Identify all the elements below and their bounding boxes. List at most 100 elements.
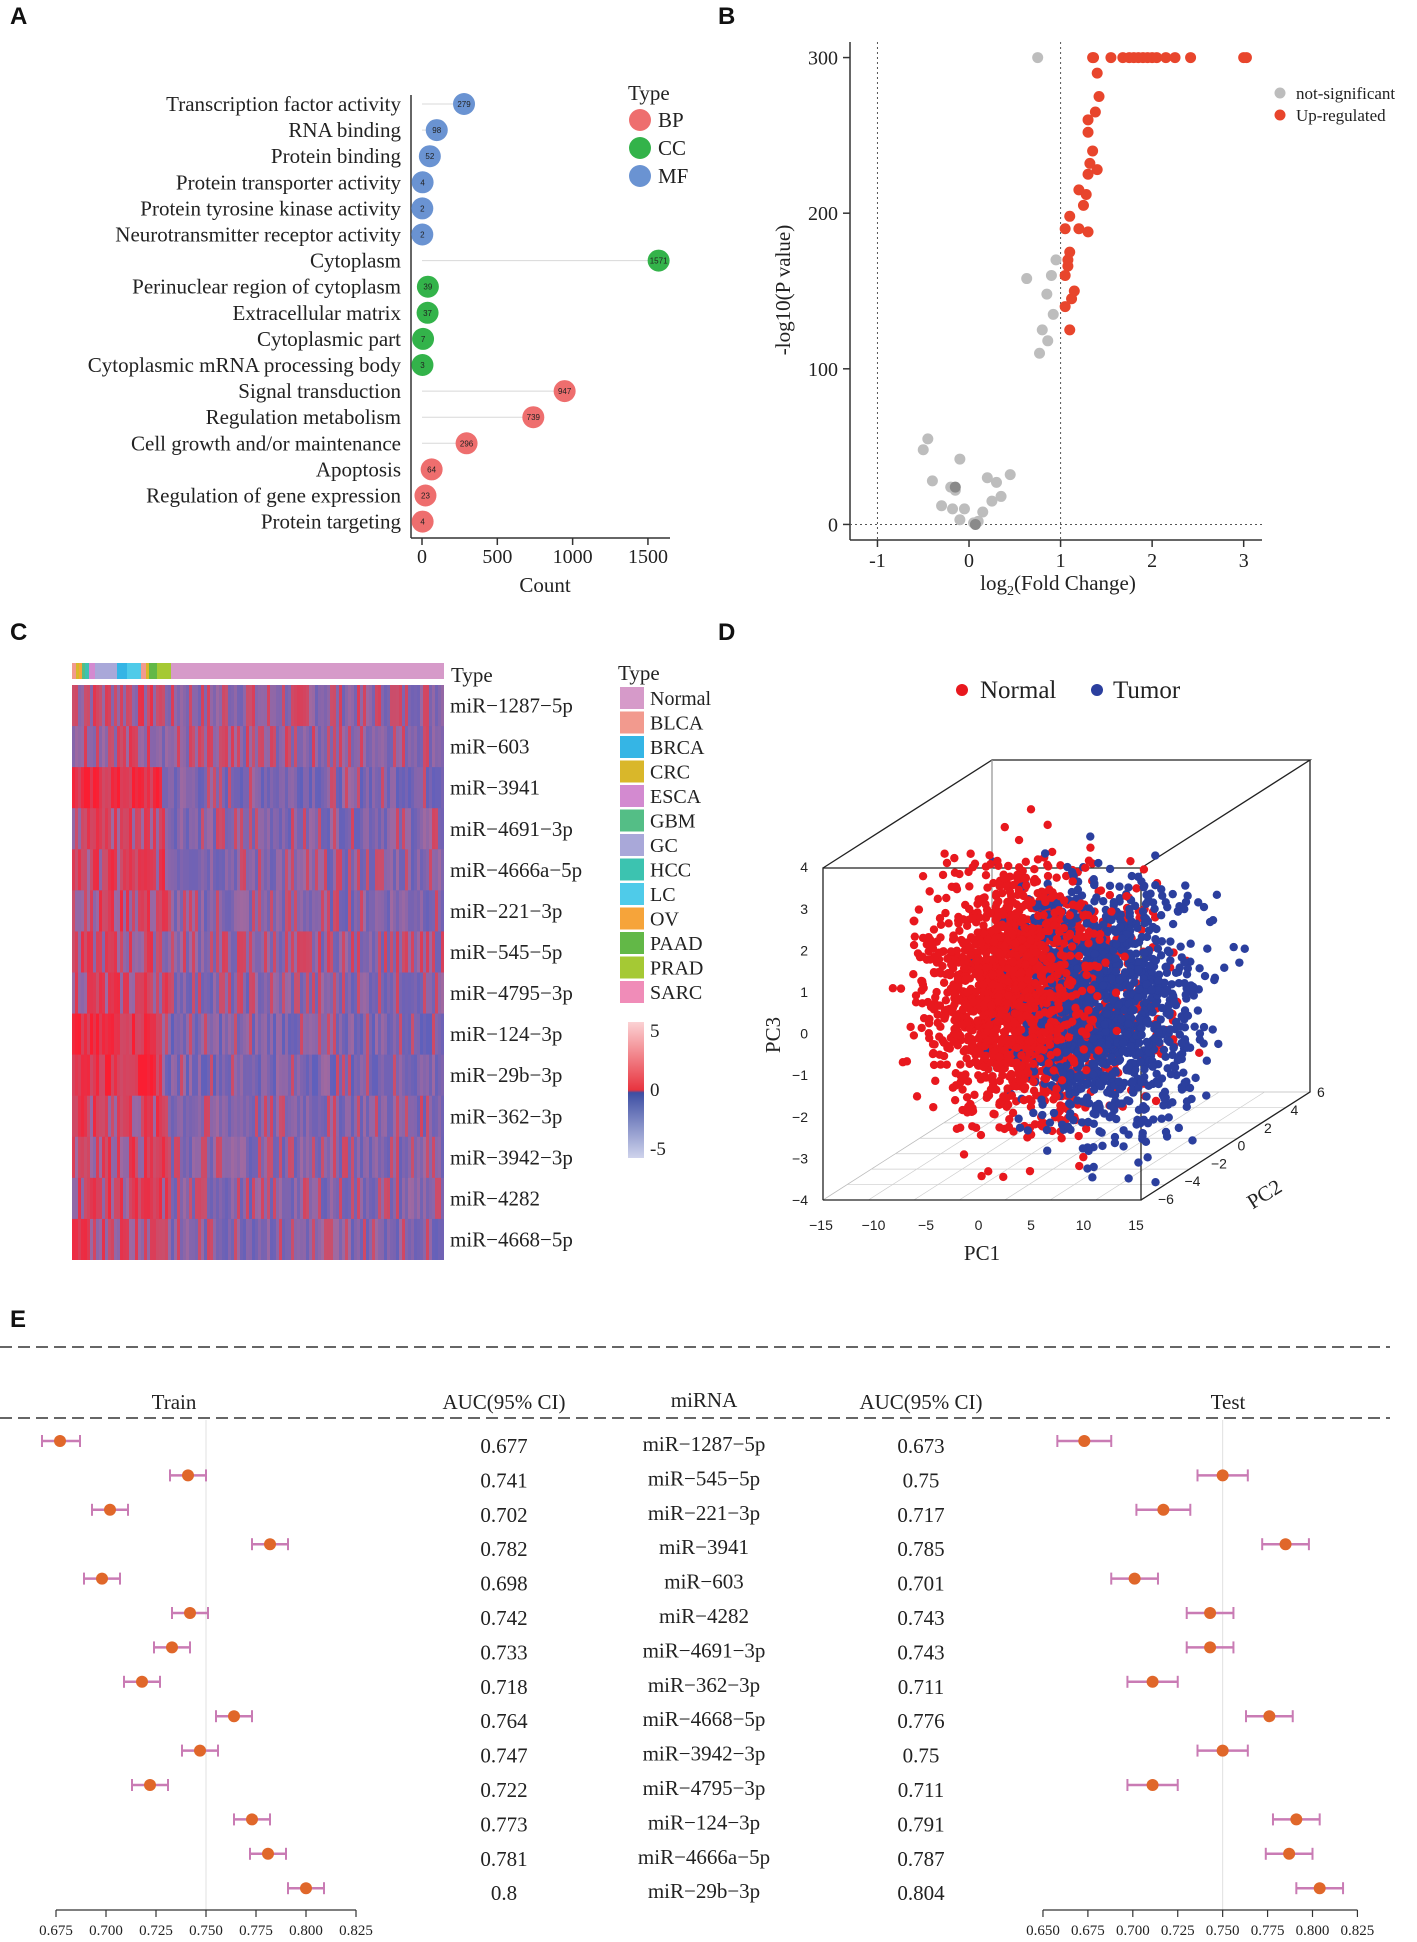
d-point-tumor	[1042, 1125, 1052, 1135]
c-heat-cell	[90, 1218, 94, 1260]
c-heat-cell	[111, 972, 115, 1015]
c-heat-cell	[225, 1177, 229, 1220]
c-heat-cell	[90, 1177, 94, 1220]
c-heat-cell	[441, 1218, 444, 1260]
c-heat-cell	[204, 1177, 208, 1220]
c-heat-cell	[141, 1218, 145, 1260]
c-heat-cell	[438, 1054, 442, 1097]
c-heat-cell	[78, 849, 82, 891]
c-heat-cell	[75, 1013, 79, 1056]
c-heat-cell	[390, 972, 394, 1015]
c-heat-cell	[237, 1136, 241, 1179]
c-legend-swatch-gc	[620, 834, 644, 856]
a-category-label-extracellular-matrix: Extracellular matrix	[232, 301, 401, 325]
c-heat-cell	[72, 1054, 76, 1097]
c-heat-cell	[120, 849, 124, 891]
c-heat-cell	[171, 1136, 175, 1179]
c-heat-cell	[423, 1136, 427, 1179]
c-heat-cell	[120, 726, 124, 768]
a-dot-transcription-factor-activity	[453, 93, 476, 115]
c-annotation-segment-crc-10	[146, 663, 149, 679]
d-point-normal	[1020, 874, 1030, 884]
a-category-label-cell-growth-and-or-maintenance: Cell growth and/or maintenance	[131, 431, 401, 455]
c-heat-cell	[174, 1054, 178, 1097]
c-heat-cell	[360, 1095, 364, 1138]
c-heat-cell	[225, 972, 229, 1015]
c-heat-cell	[258, 1177, 262, 1220]
b-point-not-significant-15	[981, 472, 993, 484]
a-value-label-protein-targeting: 4	[420, 518, 425, 527]
b-point-not-significant-12	[926, 475, 938, 487]
d-point-tumor	[1103, 927, 1112, 937]
c-heat-cell	[93, 931, 97, 974]
c-heat-cell	[204, 1136, 208, 1179]
c-heat-cell	[93, 849, 97, 891]
c-heat-cell	[123, 1136, 127, 1179]
c-heat-cell	[78, 1095, 82, 1138]
c-heat-cell	[156, 849, 160, 891]
c-heat-cell	[237, 1013, 241, 1056]
c-heat-cell	[222, 1095, 226, 1138]
c-heat-cell	[309, 972, 313, 1015]
c-heat-cell	[363, 1054, 367, 1097]
c-heat-cell	[78, 767, 82, 809]
c-heat-cell	[285, 767, 289, 809]
c-heat-cell	[261, 685, 265, 727]
c-heat-cell	[279, 767, 283, 809]
c-heat-cell	[246, 1054, 250, 1097]
c-heat-cell	[282, 1136, 286, 1179]
c-heat-cell	[354, 1054, 358, 1097]
c-heat-cell	[132, 1054, 136, 1097]
c-heat-cell	[126, 849, 130, 891]
c-heat-cell	[348, 849, 352, 891]
panel-label-a: A	[10, 3, 27, 30]
c-heat-cell	[327, 1177, 331, 1220]
c-heat-cell	[279, 1054, 283, 1097]
c-heat-cell	[261, 726, 265, 768]
c-heat-cell	[192, 931, 196, 974]
c-heat-cell	[207, 890, 211, 933]
d-point-tumor	[1160, 989, 1169, 998]
d-point-normal	[1101, 958, 1110, 967]
c-annotation-segment-gbm-3	[82, 663, 85, 679]
c-heat-cell	[93, 890, 97, 933]
c-heat-cell	[129, 931, 133, 974]
c-heat-cell	[267, 890, 271, 933]
c-heat-cell	[366, 1095, 370, 1138]
c-color-scale: 50-5	[628, 1021, 666, 1160]
c-heat-cell	[183, 685, 187, 727]
c-heat-cell	[345, 685, 349, 727]
c-heat-cell	[108, 931, 112, 974]
c-heat-cell	[156, 1136, 160, 1179]
c-heat-cell	[423, 767, 427, 809]
c-heat-cell	[438, 849, 442, 891]
c-heat-cell	[96, 1177, 100, 1220]
b-point-up-regulated-21	[1082, 114, 1094, 126]
c-heat-cell	[225, 1095, 229, 1138]
c-heat-cell	[297, 849, 301, 891]
c-heat-cell	[246, 890, 250, 933]
c-heat-cell	[387, 808, 391, 850]
b-xtick-label-0: 0	[964, 550, 974, 572]
d-point-normal	[958, 1071, 968, 1081]
d-point-normal	[1021, 857, 1031, 867]
c-heat-cell	[153, 1136, 157, 1179]
c-heat-cell	[438, 1013, 442, 1056]
d-point-normal	[983, 883, 992, 892]
c-heat-cell	[288, 808, 292, 850]
c-heat-cell	[429, 1218, 433, 1260]
c-heat-cell	[282, 1177, 286, 1220]
c-heat-cell	[393, 890, 397, 933]
b-x-axis-title: log2(Fold Change)	[980, 571, 1136, 599]
c-heat-cell	[174, 808, 178, 850]
c-heat-cell	[333, 767, 337, 809]
b-point-up-regulated-14	[1082, 226, 1094, 238]
d-point-tumor	[1105, 864, 1115, 874]
d-point-tumor	[1142, 890, 1151, 899]
c-heat-cell	[153, 808, 157, 850]
c-heat-cell	[300, 1013, 304, 1056]
d-point-tumor	[1073, 964, 1082, 974]
c-heat-cell	[207, 931, 211, 974]
c-heat-cell	[222, 931, 226, 974]
c-heat-cell	[246, 849, 250, 891]
